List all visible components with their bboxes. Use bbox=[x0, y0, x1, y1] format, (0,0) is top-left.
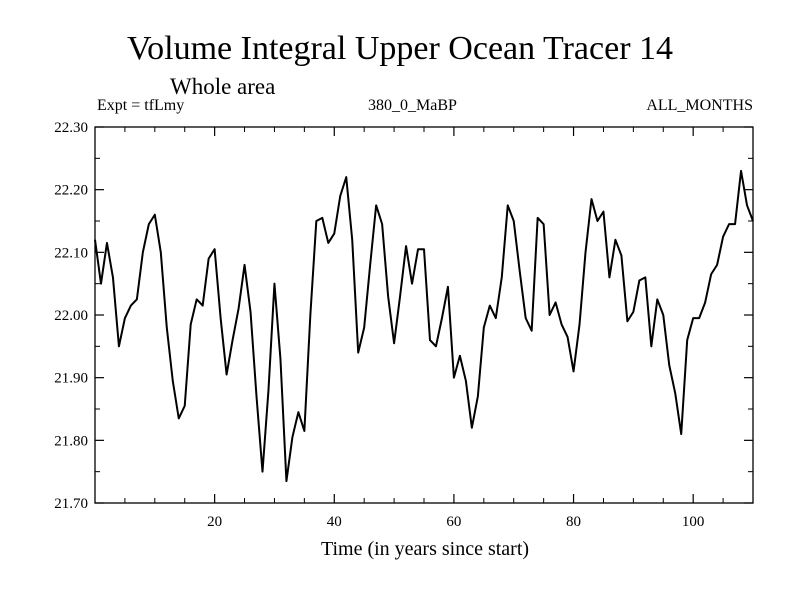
y-tick-label: 22.30 bbox=[54, 120, 88, 136]
x-tick-label: 60 bbox=[446, 514, 461, 530]
series-line-tfLmy bbox=[94, 169, 754, 483]
chart-subtitle: Whole area bbox=[170, 74, 276, 99]
y-tick-label: 22.00 bbox=[54, 308, 88, 324]
y-tick-label: 22.20 bbox=[54, 183, 88, 199]
axis-ticks bbox=[95, 126, 753, 504]
series-group bbox=[94, 169, 754, 483]
x-tick-label: 100 bbox=[682, 514, 705, 530]
x-tick-label: 40 bbox=[327, 514, 342, 530]
x-axis-label: Time (in years since start) bbox=[321, 538, 529, 560]
experiment-label: Expt = tfLmy bbox=[97, 97, 185, 114]
chart-title: Volume Integral Upper Ocean Tracer 14 bbox=[126, 30, 674, 67]
x-tick-label: 20 bbox=[207, 514, 222, 530]
months-label: ALL_MONTHS bbox=[646, 97, 753, 114]
y-tick-label: 21.90 bbox=[54, 371, 88, 387]
y-tick-label: 21.70 bbox=[54, 496, 88, 512]
period-label: 380_0_MaBP bbox=[368, 97, 457, 114]
y-tick-label: 21.80 bbox=[54, 433, 88, 449]
axis-tick-labels: 20 40 60 80 100 21.70 21.80 21.90 22.00 22.10 22.2… bbox=[54, 120, 704, 530]
y-tick-label: 22.10 bbox=[54, 245, 88, 261]
x-tick-label: 80 bbox=[566, 514, 581, 530]
